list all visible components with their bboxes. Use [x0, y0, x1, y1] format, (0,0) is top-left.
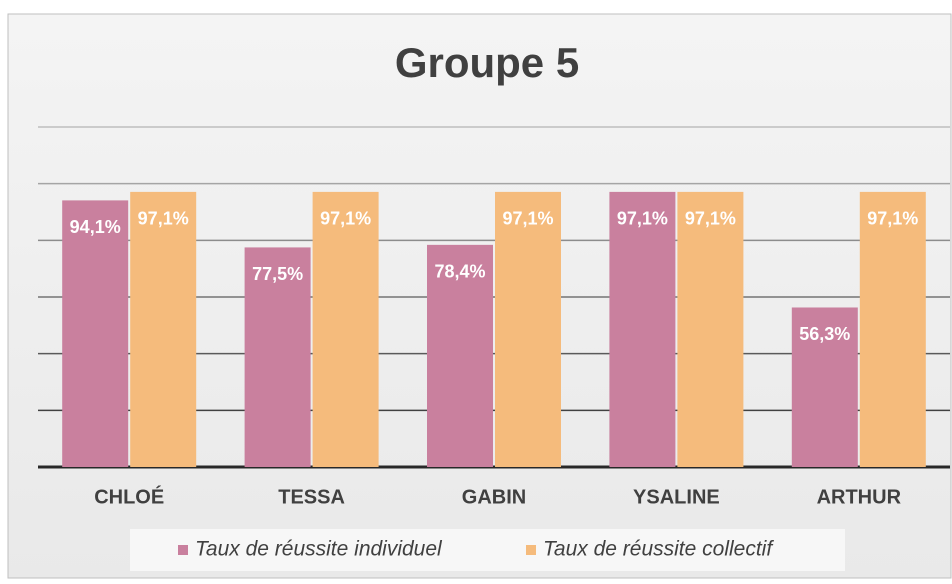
data-label: 77,5%	[252, 264, 303, 284]
bar	[791, 307, 858, 467]
legend-swatch	[178, 545, 188, 555]
bar	[495, 191, 561, 467]
x-tick-label: CHLOÉ	[94, 485, 164, 508]
bar	[312, 191, 379, 467]
legend-label: Taux de réussite individuel	[195, 538, 443, 561]
bar	[859, 191, 926, 467]
bar	[677, 191, 744, 467]
bar	[244, 247, 311, 467]
bar	[130, 191, 197, 467]
legend	[130, 529, 845, 571]
legend-label: Taux de réussite collectif	[543, 538, 774, 561]
data-label: 56,3%	[799, 324, 850, 344]
bar	[427, 244, 493, 467]
x-tick-label: TESSA	[278, 486, 345, 508]
x-tick-label: YSALINE	[633, 486, 720, 508]
data-label: 97,1%	[617, 209, 668, 229]
bar	[609, 191, 676, 467]
data-label: 97,1%	[138, 209, 189, 229]
chart-title: Groupe 5	[395, 39, 579, 86]
legend-swatch	[526, 545, 536, 555]
data-label: 97,1%	[502, 209, 553, 229]
data-label: 97,1%	[685, 209, 736, 229]
x-tick-label: GABIN	[462, 486, 526, 508]
x-tick-label: ARTHUR	[817, 486, 902, 508]
data-label: 78,4%	[434, 262, 485, 282]
data-label: 97,1%	[320, 209, 371, 229]
bar	[62, 200, 129, 467]
data-label: 94,1%	[70, 217, 121, 237]
data-label: 97,1%	[867, 209, 918, 229]
